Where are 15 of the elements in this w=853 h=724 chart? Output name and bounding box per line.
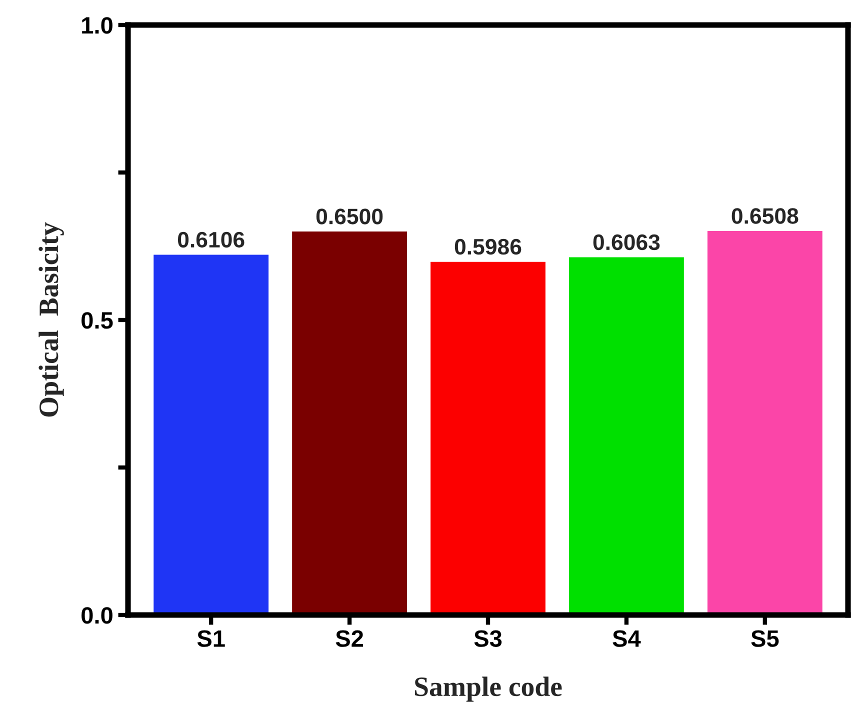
data-label: 0.6500	[316, 208, 383, 224]
x-tick-label: S2	[336, 630, 364, 647]
x-tick-label: S3	[474, 630, 502, 647]
data-label: 0.6508	[732, 208, 798, 224]
data-label: 0.6063	[593, 234, 660, 250]
y-tick-label: 0.5	[82, 312, 113, 329]
y-tick-label: 0.0	[82, 607, 112, 624]
x-tick-label: S5	[751, 630, 779, 647]
data-label: 0.5986	[454, 238, 522, 255]
y-axis-title: Optical Basicity	[38, 222, 64, 417]
x-axis-title: Sample code	[415, 676, 562, 702]
x-tick-label: S4	[612, 630, 641, 647]
data-label: 0.6106	[178, 232, 244, 248]
x-tick-label: S1	[197, 630, 225, 647]
y-tick-label: 1.0	[82, 17, 112, 34]
